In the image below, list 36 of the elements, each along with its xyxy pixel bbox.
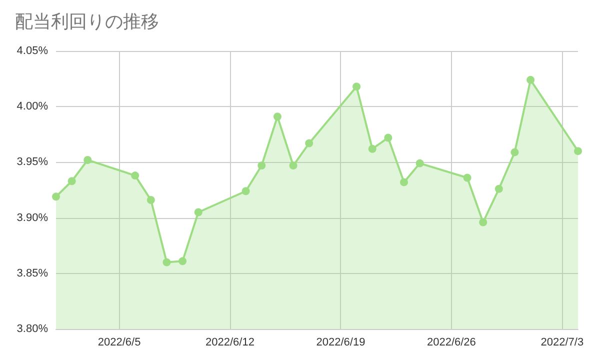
point: [384, 134, 392, 142]
point: [194, 208, 202, 216]
point: [68, 177, 76, 186]
point: [574, 147, 582, 156]
point: [131, 172, 140, 180]
point: [494, 184, 503, 193]
x-tick-label: 2022/6/5: [98, 336, 141, 348]
point: [146, 196, 155, 204]
point: [52, 192, 60, 201]
y-tick-label: 3.80%: [16, 323, 48, 335]
point: [479, 218, 488, 226]
point: [84, 156, 92, 164]
point: [368, 144, 376, 153]
x-tick-label: 2022/6/12: [206, 336, 254, 348]
point: [352, 82, 361, 91]
x-tick-label: 2022/6/19: [316, 336, 366, 348]
chart-title: 配当利回りの推移: [15, 12, 159, 32]
point: [400, 178, 408, 186]
point: [178, 257, 187, 266]
y-tick-label: 3.85%: [16, 267, 48, 280]
point: [258, 162, 266, 170]
point: [305, 139, 314, 148]
point: [289, 162, 298, 170]
point: [162, 258, 171, 266]
point: [242, 187, 250, 196]
point: [510, 148, 519, 156]
point: [463, 174, 472, 182]
y-tick-label: 3.95%: [16, 156, 48, 168]
point: [273, 112, 282, 121]
point: [526, 76, 535, 84]
y-tick-label: 4.05%: [16, 45, 48, 57]
x-tick-label: 2022/6/26: [426, 336, 476, 348]
y-tick-label: 3.90%: [16, 212, 48, 224]
y-tick-label: 4.00%: [16, 100, 48, 113]
point: [416, 159, 424, 168]
x-tick-label: 2022/7/3: [540, 336, 584, 348]
